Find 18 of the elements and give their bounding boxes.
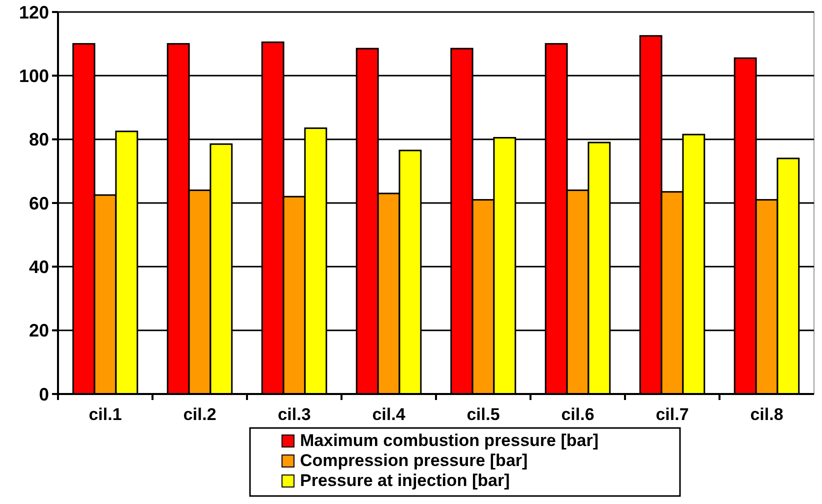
- y-tick-label: 0: [38, 384, 49, 404]
- x-tick-label: cil.8: [750, 405, 784, 424]
- x-tick-label: cil.3: [278, 405, 311, 424]
- x-tick-label: cil.5: [466, 405, 500, 424]
- y-tick-label: 80: [28, 130, 49, 150]
- y-tick-label: 120: [18, 2, 49, 22]
- legend-label: Maximum combustion pressure [bar]: [300, 431, 599, 450]
- y-tick-label: 60: [28, 193, 49, 214]
- y-tick-label: 20: [28, 320, 49, 341]
- x-tick-label: cil.4: [372, 405, 406, 424]
- y-tick-label: 100: [18, 66, 49, 86]
- x-tick-label: cil.1: [88, 405, 122, 424]
- y-tick-label: 40: [28, 256, 49, 277]
- legend-label: Pressure at injection [bar]: [300, 471, 510, 490]
- x-tick-label: cil.6: [561, 405, 594, 424]
- x-tick-label: cil.7: [656, 405, 689, 424]
- x-tick-label: cil.2: [183, 405, 216, 424]
- legend-label: Compression pressure [bar]: [300, 451, 528, 470]
